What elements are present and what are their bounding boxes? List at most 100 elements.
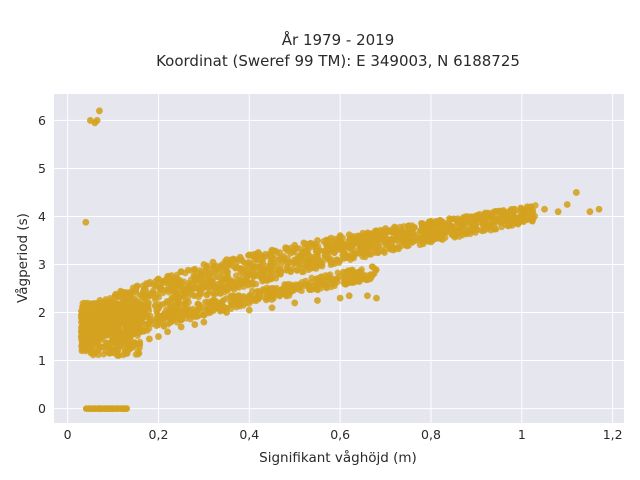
- scatter-point: [345, 270, 353, 277]
- scatter-point: [211, 283, 218, 291]
- scatter-point: [99, 343, 106, 351]
- scatter-point: [373, 227, 380, 235]
- scatter-point: [282, 244, 290, 252]
- scatter-point: [251, 271, 259, 279]
- scatter-point: [191, 284, 198, 291]
- scatter-point: [305, 243, 312, 251]
- scatter-point: [91, 313, 99, 321]
- scatter-point: [118, 342, 126, 350]
- scatter-point: [96, 321, 103, 329]
- scatter-point: [177, 323, 185, 331]
- scatter-point: [467, 230, 474, 238]
- scatter-point: [273, 262, 280, 269]
- scatter-point: [217, 283, 224, 291]
- scatter-point: [194, 300, 202, 307]
- scatter-point: [330, 275, 338, 283]
- scatter-point: [595, 205, 603, 213]
- scatter-point: [383, 236, 391, 243]
- scatter-point: [455, 226, 463, 234]
- scatter-point: [112, 290, 120, 298]
- scatter-point: [327, 234, 335, 242]
- scatter-point: [183, 289, 191, 297]
- scatter-point: [331, 242, 338, 249]
- scatter-point: [327, 261, 334, 269]
- y-tick-label: 1: [38, 353, 46, 368]
- scatter-point: [402, 237, 409, 245]
- scatter-point: [496, 218, 503, 225]
- scatter-point: [388, 229, 395, 236]
- scatter-point: [139, 282, 147, 289]
- scatter-point: [355, 250, 363, 257]
- scatter-point: [89, 344, 97, 352]
- scatter-point: [541, 205, 548, 213]
- scatter-point: [91, 349, 99, 357]
- scatter-point: [196, 290, 203, 298]
- scatter-point: [287, 268, 294, 276]
- scatter-point: [487, 227, 494, 234]
- scatter-point: [256, 263, 263, 270]
- scatter-point: [124, 350, 131, 357]
- scatter-point: [197, 272, 205, 280]
- scatter-point: [404, 222, 412, 230]
- scatter-point: [554, 208, 562, 216]
- x-tick-label: 0: [64, 427, 72, 442]
- scatter-point: [155, 275, 162, 283]
- scatter-point: [268, 246, 276, 254]
- scatter-point: [411, 224, 418, 231]
- scatter-point: [303, 248, 310, 255]
- y-tick-label: 6: [38, 113, 46, 128]
- scatter-point: [277, 266, 284, 274]
- scatter-point: [216, 290, 224, 297]
- y-tick-label: 0: [38, 401, 46, 416]
- scatter-point: [297, 283, 304, 291]
- scatter-point: [312, 281, 319, 288]
- scatter-point: [328, 256, 335, 263]
- scatter-point: [230, 255, 237, 263]
- scatter-point: [304, 263, 311, 271]
- scatter-point: [253, 256, 260, 263]
- scatter-point: [115, 352, 122, 359]
- scatter-point: [434, 234, 441, 241]
- scatter-point: [240, 259, 247, 266]
- scatter-point: [245, 251, 253, 259]
- scatter-point: [82, 328, 90, 336]
- scatter-point: [250, 263, 257, 271]
- scatter-point: [223, 256, 230, 264]
- scatter-point: [136, 306, 143, 314]
- scatter-point: [119, 313, 126, 321]
- scatter-point: [427, 217, 435, 225]
- scatter-point: [209, 258, 217, 266]
- scatter-point: [126, 317, 133, 324]
- scatter-point: [572, 189, 580, 196]
- scatter-point: [206, 278, 213, 286]
- scatter-point: [190, 312, 197, 319]
- scatter-point: [314, 297, 321, 304]
- scatter-point: [306, 285, 313, 292]
- scatter-point: [222, 295, 230, 302]
- scatter-point: [191, 265, 199, 273]
- scatter-point: [174, 298, 182, 305]
- scatter-point: [477, 227, 485, 234]
- scatter-point: [400, 228, 408, 236]
- scatter-point: [319, 260, 326, 268]
- scatter-point: [317, 285, 325, 292]
- scatter-point: [228, 300, 235, 308]
- scatter-point: [191, 321, 199, 328]
- scatter-point: [267, 262, 274, 269]
- scatter-point: [182, 299, 189, 306]
- scatter-point: [563, 201, 571, 208]
- y-axis-label: Vågperiod (s): [14, 213, 31, 303]
- scatter-point: [317, 273, 325, 280]
- scatter-point: [142, 306, 149, 313]
- scatter-point: [140, 292, 148, 300]
- scatter-point: [145, 335, 153, 343]
- scatter-point: [325, 280, 332, 288]
- scatter-point: [263, 277, 270, 284]
- scatter-point: [509, 208, 517, 216]
- scatter-point: [321, 251, 328, 259]
- scatter-point: [117, 287, 124, 295]
- scatter-point: [132, 328, 140, 336]
- scatter-point: [177, 316, 185, 324]
- y-tick-labels: 0 1 2 3 4 5 6: [38, 113, 46, 416]
- scatter-point: [157, 315, 164, 322]
